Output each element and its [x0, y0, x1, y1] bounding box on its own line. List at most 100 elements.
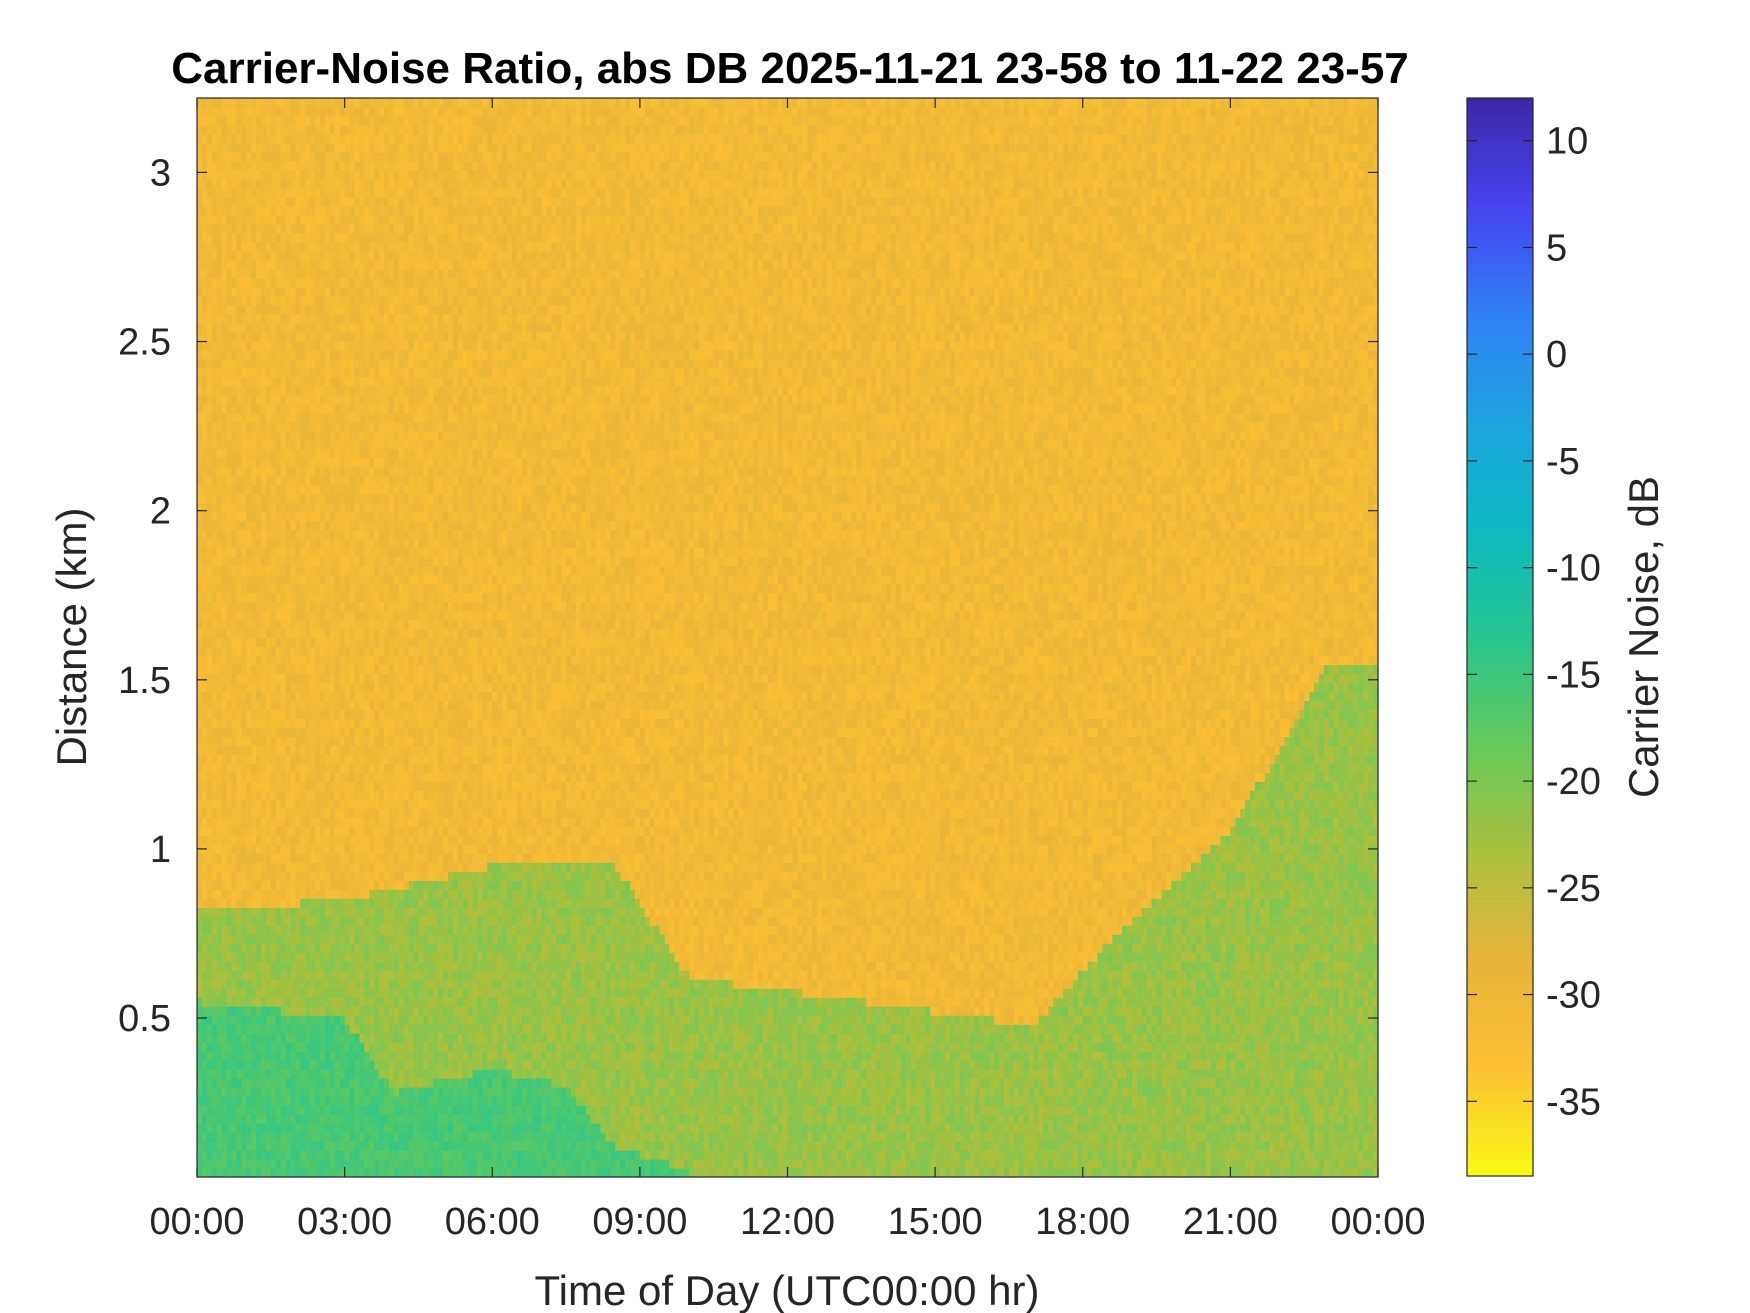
heatmap-cell [197, 817, 203, 827]
heatmap-cell [286, 736, 292, 746]
heatmap-cell [246, 539, 252, 549]
heatmap-cell [330, 907, 336, 917]
heatmap-cell [291, 925, 297, 935]
heatmap-cell [305, 476, 311, 486]
heatmap-cell [374, 862, 380, 872]
heatmap-cell [236, 629, 242, 639]
heatmap-cell [340, 629, 346, 639]
heatmap-cell [227, 853, 233, 863]
heatmap-cell [345, 1141, 351, 1151]
heatmap-cell [389, 314, 395, 324]
heatmap-cell [281, 107, 287, 117]
heatmap-cell [305, 1141, 311, 1151]
heatmap-cell [374, 1150, 380, 1160]
heatmap-cell [207, 332, 213, 342]
heatmap-cell [276, 1105, 282, 1115]
heatmap-cell [389, 682, 395, 692]
heatmap-cell [394, 179, 400, 189]
heatmap-cell [384, 709, 390, 719]
heatmap-cell [202, 251, 208, 261]
heatmap-cell [300, 161, 306, 171]
heatmap-cell [345, 1123, 351, 1133]
heatmap-cell [300, 422, 306, 432]
heatmap-cell [295, 278, 301, 288]
heatmap-cell [217, 197, 223, 207]
heatmap-cell [266, 1123, 272, 1133]
heatmap-cell [379, 359, 385, 369]
heatmap-cell [236, 584, 242, 594]
heatmap-cell [281, 1141, 287, 1151]
heatmap-cell [256, 287, 262, 297]
heatmap-cell [340, 296, 346, 306]
heatmap-cell [374, 691, 380, 701]
heatmap-cell [379, 862, 385, 872]
heatmap-cell [217, 593, 223, 603]
heatmap-cell [286, 305, 292, 315]
heatmap-cell [236, 898, 242, 908]
heatmap-cell [350, 386, 356, 396]
heatmap-cell [340, 143, 346, 153]
heatmap-cell [300, 359, 306, 369]
heatmap-cell [310, 700, 316, 710]
heatmap-cell [345, 170, 351, 180]
heatmap-cell [315, 512, 321, 522]
heatmap-cell [325, 395, 331, 405]
heatmap-cell [207, 1105, 213, 1115]
heatmap-cell [364, 664, 370, 674]
heatmap-cell [359, 1114, 365, 1124]
heatmap-cell [335, 1078, 341, 1088]
heatmap-cell [379, 620, 385, 630]
heatmap-cell [384, 251, 390, 261]
heatmap-cell [227, 745, 233, 755]
heatmap-cell [389, 988, 395, 998]
heatmap-cell [305, 745, 311, 755]
heatmap-cell [251, 440, 257, 450]
heatmap-cell [374, 889, 380, 899]
heatmap-cell [286, 224, 292, 234]
heatmap-cell [359, 799, 365, 809]
heatmap-cell [379, 907, 385, 917]
heatmap-cell [276, 889, 282, 899]
heatmap-cell [330, 215, 336, 225]
heatmap-cell [310, 853, 316, 863]
heatmap-cell [394, 808, 400, 818]
heatmap-cell [197, 772, 203, 782]
heatmap-cell [202, 395, 208, 405]
heatmap-cell [227, 763, 233, 773]
heatmap-cell [389, 718, 395, 728]
heatmap-cell [276, 655, 282, 665]
heatmap-cell [256, 521, 262, 531]
heatmap-cell [217, 341, 223, 351]
heatmap-cell [212, 323, 218, 333]
heatmap-cell [231, 1132, 237, 1142]
heatmap-cell [315, 548, 321, 558]
heatmap-cell [315, 916, 321, 926]
heatmap-cell [222, 772, 228, 782]
heatmap-cell [325, 979, 331, 989]
heatmap-cell [227, 1159, 233, 1169]
heatmap-cell [394, 413, 400, 423]
heatmap-cell [227, 359, 233, 369]
heatmap-cell [207, 494, 213, 504]
heatmap-cell [350, 422, 356, 432]
heatmap-cell [359, 817, 365, 827]
heatmap-cell [310, 611, 316, 621]
heatmap-cell [251, 98, 257, 108]
heatmap-cell [379, 853, 385, 863]
heatmap-cell [300, 539, 306, 549]
heatmap-cell [335, 682, 341, 692]
heatmap-cell [374, 772, 380, 782]
heatmap-cell [359, 629, 365, 639]
heatmap-cell [379, 566, 385, 576]
heatmap-cell [256, 772, 262, 782]
heatmap-cell [335, 934, 341, 944]
heatmap-cell [266, 1096, 272, 1106]
heatmap-cell [212, 718, 218, 728]
heatmap-cell [227, 341, 233, 351]
heatmap-cell [325, 682, 331, 692]
heatmap-cell [281, 224, 287, 234]
heatmap-cell [197, 826, 203, 836]
heatmap-cell [231, 1006, 237, 1016]
heatmap-cell [202, 224, 208, 234]
heatmap-cell [207, 179, 213, 189]
